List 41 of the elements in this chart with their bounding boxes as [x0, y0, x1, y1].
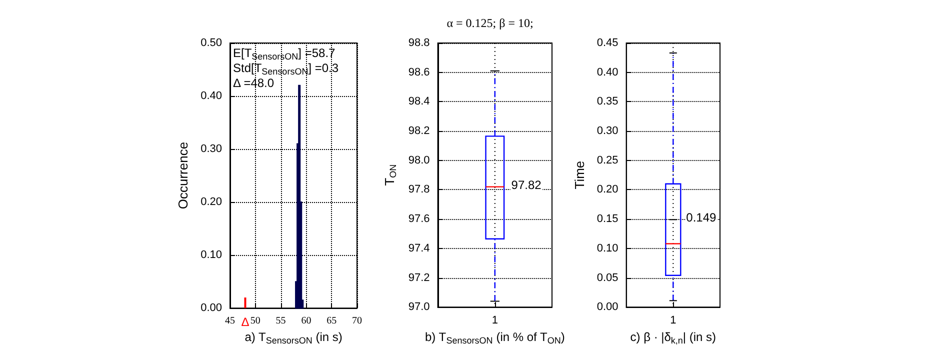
y-tick-label: 0.00	[200, 302, 222, 314]
chart-title: α = 0.125; β = 10;	[446, 16, 534, 30]
y-tick-label: 0.10	[596, 242, 618, 254]
y-tick-label: 0.35	[596, 96, 618, 108]
x-tick-label: 70	[352, 316, 362, 327]
y-tick-label: 0.00	[596, 301, 618, 314]
y-tick-label: 98.4	[408, 96, 430, 108]
y-tick-label: 97.4	[408, 242, 430, 254]
y-tick-label: 0.40	[596, 66, 618, 78]
y-tick-label: 0.15	[596, 213, 618, 226]
x-tick-label: 55	[276, 316, 286, 327]
y-tick-label: 0.50	[200, 37, 222, 49]
x-tick-label: 50	[250, 316, 260, 327]
x-tick-label: 1	[492, 314, 498, 327]
y-tick-label: 98.0	[408, 154, 430, 166]
y-axis-title: TON	[382, 164, 398, 186]
y-tick-label: 0.05	[596, 272, 618, 284]
y-tick-label: 98.6	[408, 66, 430, 78]
y-tick-label: 0.45	[596, 37, 618, 49]
x-tick-label: 60	[301, 316, 312, 327]
y-tick-label: 98.8	[408, 37, 430, 49]
y-tick-label: 0.25	[596, 154, 618, 166]
y-tick-label: 0.30	[596, 125, 618, 138]
y-axis-title: Occurrence	[176, 142, 191, 210]
y-tick-label: 0.40	[200, 90, 222, 102]
x-tick-label: 1	[670, 314, 676, 327]
y-tick-label: 97.6	[408, 213, 430, 226]
y-tick-label: 0.10	[200, 249, 222, 262]
y-tick-label: 98.2	[408, 125, 430, 138]
x-tick-label: 65	[326, 316, 337, 327]
y-tick-label: 0.30	[200, 143, 222, 156]
annotation: 0.149	[686, 210, 717, 225]
x-tick-label: 45	[225, 316, 235, 327]
annotation: 97.82	[511, 178, 542, 192]
annotation: Δ	[241, 315, 250, 330]
y-tick-label: 97.0	[408, 301, 430, 314]
y-tick-label: 97.8	[408, 184, 430, 196]
y-tick-label: 0.20	[200, 196, 222, 208]
y-tick-label: 0.20	[596, 184, 618, 196]
y-tick-label: 97.2	[408, 272, 430, 284]
y-axis-title: Time	[572, 160, 587, 190]
